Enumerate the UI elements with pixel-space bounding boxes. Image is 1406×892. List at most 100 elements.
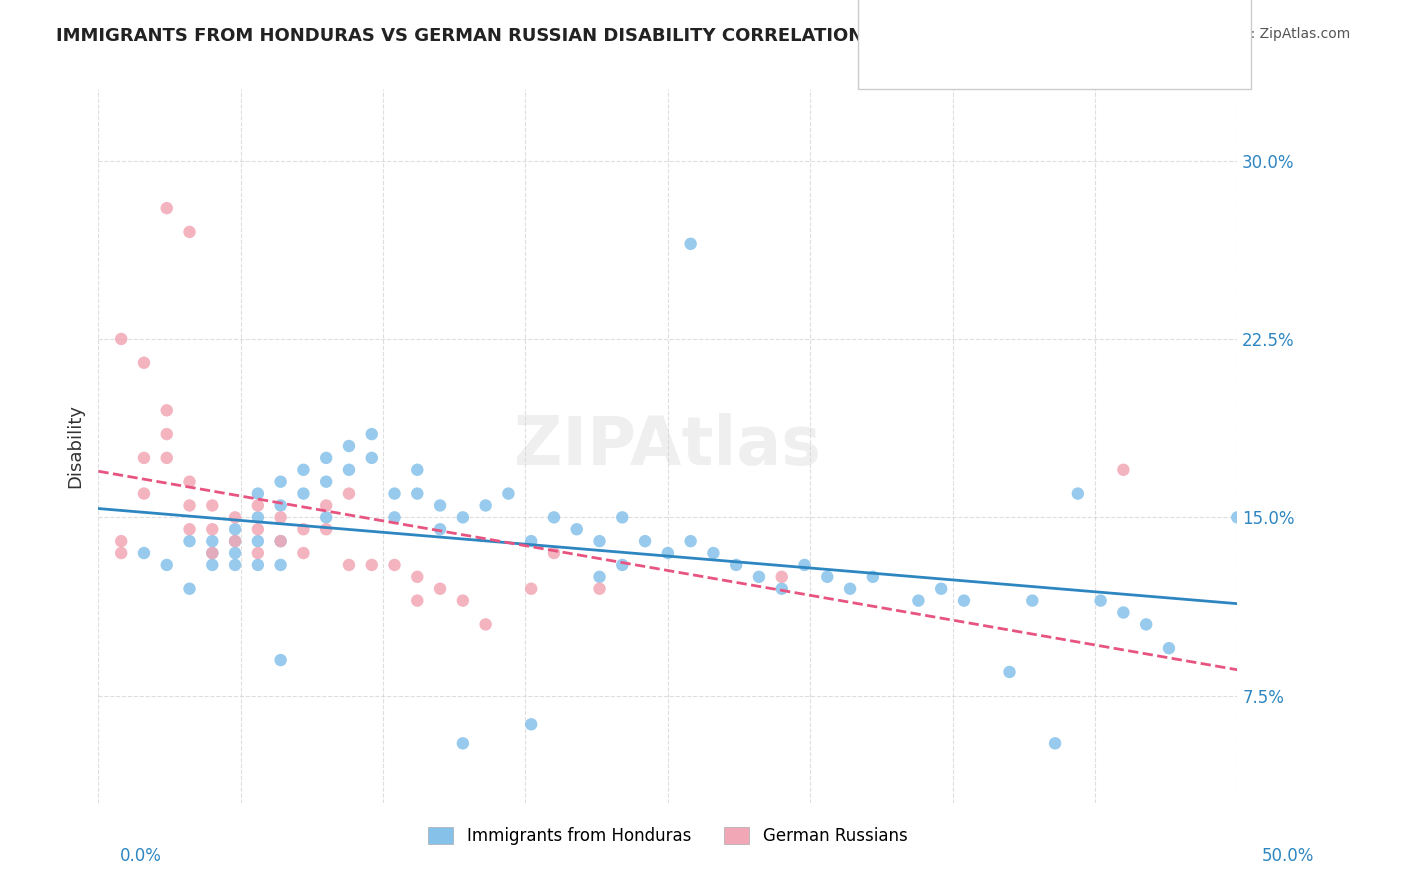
Point bbox=[862, 570, 884, 584]
Point bbox=[270, 558, 292, 572]
Point bbox=[679, 236, 702, 251]
Point bbox=[657, 546, 679, 560]
Point bbox=[770, 570, 793, 584]
Text: 50.0%: 50.0% bbox=[1263, 847, 1315, 864]
Point bbox=[612, 558, 634, 572]
Point bbox=[270, 475, 292, 489]
Point bbox=[1090, 593, 1112, 607]
Point bbox=[815, 570, 838, 584]
Point bbox=[384, 558, 406, 572]
Point bbox=[156, 427, 179, 442]
Point bbox=[201, 558, 224, 572]
Point bbox=[770, 582, 793, 596]
Point bbox=[110, 546, 132, 560]
Point bbox=[953, 593, 976, 607]
Point bbox=[451, 593, 474, 607]
Point bbox=[201, 522, 224, 536]
Point bbox=[543, 510, 565, 524]
Point bbox=[270, 534, 292, 549]
Point bbox=[360, 558, 382, 572]
Point bbox=[406, 463, 429, 477]
Point bbox=[520, 534, 543, 549]
Point bbox=[246, 486, 269, 500]
Point bbox=[337, 439, 360, 453]
Point bbox=[1112, 606, 1135, 620]
Point bbox=[1157, 641, 1180, 656]
Point bbox=[224, 546, 246, 560]
Point bbox=[384, 510, 406, 524]
Y-axis label: Disability: Disability bbox=[66, 404, 84, 488]
Point bbox=[337, 463, 360, 477]
Point bbox=[179, 522, 201, 536]
Legend: Immigrants from Honduras, German Russians: Immigrants from Honduras, German Russian… bbox=[422, 820, 914, 852]
Point bbox=[246, 558, 269, 572]
Point bbox=[384, 486, 406, 500]
Point bbox=[360, 427, 382, 442]
Point bbox=[156, 558, 179, 572]
Point bbox=[246, 534, 269, 549]
Point bbox=[224, 534, 246, 549]
Point bbox=[588, 582, 610, 596]
Point bbox=[246, 546, 269, 560]
Point bbox=[156, 403, 179, 417]
Point bbox=[315, 510, 337, 524]
Point bbox=[179, 225, 201, 239]
Point bbox=[474, 499, 496, 513]
Point bbox=[132, 450, 155, 465]
Point bbox=[337, 558, 360, 572]
Point bbox=[543, 546, 565, 560]
Text: N = 42: N = 42 bbox=[1111, 40, 1178, 58]
Point bbox=[565, 522, 588, 536]
Point bbox=[110, 332, 132, 346]
Point bbox=[429, 499, 451, 513]
Point bbox=[110, 534, 132, 549]
Point bbox=[224, 510, 246, 524]
Point bbox=[451, 510, 474, 524]
Point bbox=[1226, 510, 1249, 524]
Point bbox=[520, 582, 543, 596]
Point bbox=[612, 510, 634, 524]
Text: R = 0.124: R = 0.124 bbox=[935, 0, 1025, 4]
Point bbox=[634, 534, 657, 549]
Point bbox=[360, 450, 382, 465]
Point bbox=[201, 546, 224, 560]
Point bbox=[224, 522, 246, 536]
Point bbox=[224, 534, 246, 549]
Point bbox=[406, 570, 429, 584]
Point bbox=[725, 558, 748, 572]
Text: N = 71: N = 71 bbox=[1111, 0, 1178, 4]
Point bbox=[201, 546, 224, 560]
Point bbox=[315, 475, 337, 489]
Point bbox=[246, 499, 269, 513]
Point bbox=[156, 201, 179, 215]
Text: 0.0%: 0.0% bbox=[120, 847, 162, 864]
Point bbox=[292, 546, 315, 560]
Point bbox=[406, 486, 429, 500]
Point bbox=[179, 499, 201, 513]
Point bbox=[429, 582, 451, 596]
Point bbox=[793, 558, 815, 572]
Point bbox=[1112, 463, 1135, 477]
Point bbox=[1135, 617, 1157, 632]
Point bbox=[748, 570, 770, 584]
Point bbox=[201, 534, 224, 549]
Point bbox=[132, 486, 155, 500]
Point bbox=[132, 546, 155, 560]
Point bbox=[315, 522, 337, 536]
Point bbox=[156, 450, 179, 465]
Point bbox=[907, 593, 929, 607]
Point bbox=[270, 534, 292, 549]
Point bbox=[679, 534, 702, 549]
Point bbox=[292, 522, 315, 536]
Point bbox=[224, 558, 246, 572]
Point bbox=[132, 356, 155, 370]
Point bbox=[929, 582, 952, 596]
Point bbox=[520, 717, 543, 731]
Point bbox=[246, 522, 269, 536]
Text: R = 0.104: R = 0.104 bbox=[935, 40, 1025, 58]
Point bbox=[292, 486, 315, 500]
Point bbox=[1067, 486, 1090, 500]
Point bbox=[315, 450, 337, 465]
Point bbox=[702, 546, 724, 560]
Point bbox=[315, 499, 337, 513]
